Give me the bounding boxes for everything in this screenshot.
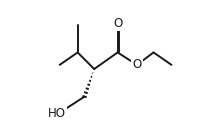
Text: O: O [132,58,142,71]
Text: O: O [113,17,122,30]
Text: HO: HO [48,107,66,120]
